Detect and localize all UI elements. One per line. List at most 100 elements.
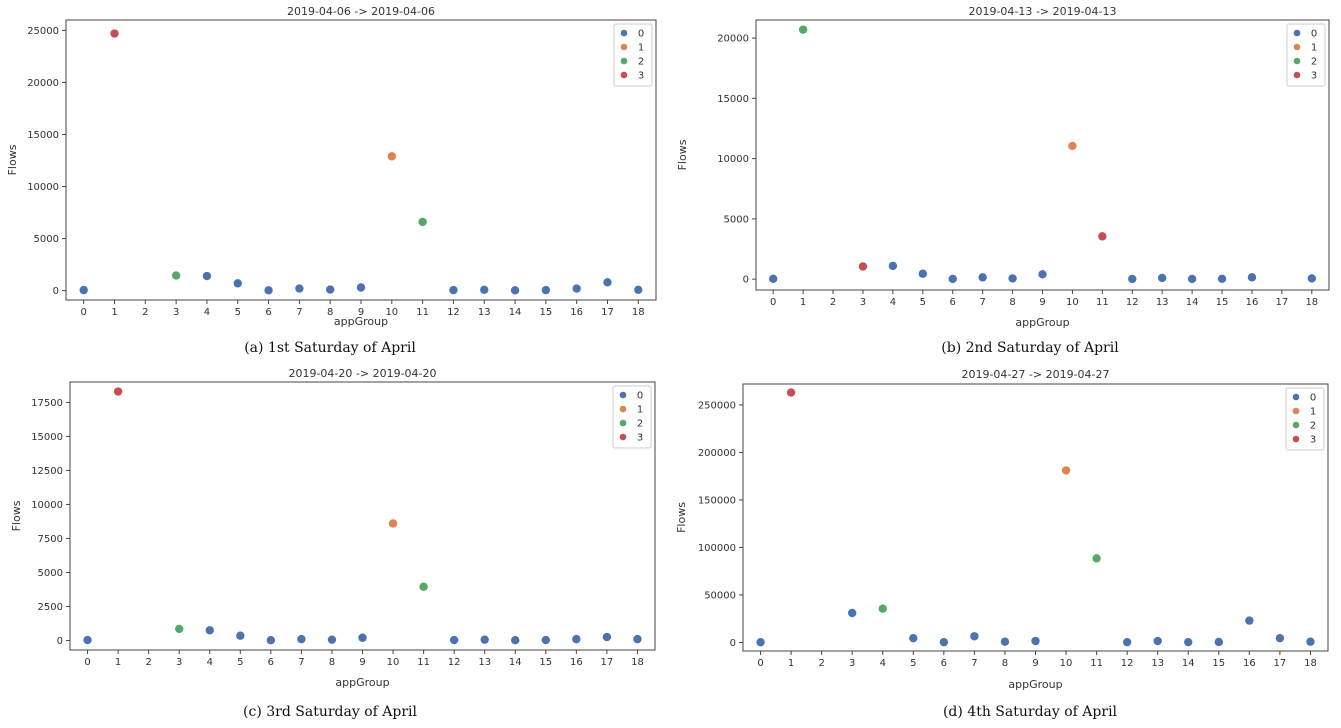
scatter-point bbox=[449, 285, 458, 295]
x-tick-label: 12 bbox=[447, 307, 460, 318]
panel-a: 2019-04-06 -> 2019-04-06 0 1 2 3 4 5 6 7 8 9 10 11 12… bbox=[0, 0, 660, 364]
panel-b: 2019-04-13 -> 2019-04-13 0 1 2 3 4 5 6 7 8 9 10 11 12… bbox=[670, 0, 1341, 364]
x-axis-label: appGroup bbox=[335, 676, 389, 689]
y-tick-label: 50000 bbox=[704, 590, 736, 601]
x-tick-label: 7 bbox=[979, 297, 985, 308]
x-tick-label: 8 bbox=[327, 307, 333, 318]
scatter-point bbox=[510, 286, 520, 295]
y-tick-label: 0 bbox=[743, 275, 749, 286]
x-tick-label: 12 bbox=[1126, 297, 1139, 308]
legend-box bbox=[612, 385, 652, 449]
y-axis-label: Flows bbox=[10, 500, 23, 531]
x-tick-label: 3 bbox=[860, 297, 866, 308]
legend-box bbox=[613, 23, 653, 87]
x-tick-label: 17 bbox=[601, 657, 614, 668]
scatter-point bbox=[480, 285, 489, 294]
legend-label: 2 bbox=[638, 57, 644, 68]
x-tick-label: 8 bbox=[1009, 297, 1015, 308]
x-tick-label: 15 bbox=[1212, 658, 1225, 669]
legend-marker bbox=[1292, 407, 1300, 415]
scatter-point bbox=[786, 388, 796, 397]
x-tick-label: 17 bbox=[1274, 658, 1287, 669]
x-tick-label: 14 bbox=[1186, 297, 1199, 308]
scatter-point bbox=[948, 274, 957, 284]
x-tick-label: 2 bbox=[145, 657, 151, 668]
scatter-point bbox=[541, 285, 551, 295]
x-tick-label: 10 bbox=[1060, 658, 1073, 669]
x-tick-label: 9 bbox=[358, 307, 364, 318]
x-tick-label: 11 bbox=[416, 307, 429, 318]
scatter-point bbox=[572, 634, 581, 644]
x-tick-label: 1 bbox=[115, 657, 121, 668]
legend-marker bbox=[619, 419, 627, 427]
scatter-point bbox=[233, 279, 242, 288]
scatter-point bbox=[1061, 466, 1071, 475]
legend-label: 3 bbox=[1310, 435, 1316, 446]
x-tick-label: 12 bbox=[1121, 658, 1134, 669]
x-tick-label: 4 bbox=[890, 297, 896, 308]
x-tick-label: 9 bbox=[1039, 297, 1045, 308]
x-tick-label: 17 bbox=[1276, 297, 1289, 308]
legend-label: 2 bbox=[1311, 57, 1317, 68]
legend-label: 0 bbox=[1311, 29, 1317, 40]
x-tick-label: 14 bbox=[1182, 658, 1195, 669]
scatter-point bbox=[888, 261, 898, 271]
scatter-point bbox=[909, 633, 918, 643]
y-tick-label: 250000 bbox=[698, 400, 736, 411]
x-tick-label: 1 bbox=[788, 658, 794, 669]
y-tick-label: 5000 bbox=[34, 234, 59, 245]
scatter-point bbox=[1031, 636, 1040, 646]
legend-label: 3 bbox=[1311, 71, 1317, 82]
y-tick-label: 150000 bbox=[698, 495, 736, 506]
x-tick-label: 10 bbox=[1066, 297, 1079, 308]
scatter-point bbox=[1184, 637, 1193, 647]
scatter-point bbox=[1122, 637, 1132, 647]
scatter-point bbox=[918, 269, 928, 278]
scatter-point bbox=[171, 271, 181, 280]
scatter-point bbox=[113, 387, 123, 396]
caption-b: (b) 2nd Saturday of April bbox=[941, 340, 1119, 356]
scatter-point bbox=[756, 637, 765, 647]
y-axis-label: Flows bbox=[676, 139, 689, 170]
plot-frame bbox=[69, 381, 656, 651]
scatter-point bbox=[798, 25, 808, 34]
scatter-point bbox=[1008, 274, 1017, 283]
scatter-point bbox=[603, 278, 612, 287]
legend-marker bbox=[620, 29, 628, 37]
legend-label: 0 bbox=[637, 391, 643, 402]
x-tick-label: 14 bbox=[509, 307, 522, 318]
x-tick-label: 16 bbox=[570, 307, 583, 318]
scatter-point bbox=[858, 262, 868, 271]
x-tick-label: 5 bbox=[910, 658, 916, 669]
x-tick-label: 16 bbox=[1246, 297, 1259, 308]
plot-frame bbox=[742, 383, 1329, 652]
x-tick-label: 9 bbox=[1032, 658, 1038, 669]
x-tick-label: 1 bbox=[111, 307, 117, 318]
scatter-point bbox=[768, 274, 778, 283]
scatter-point bbox=[449, 635, 459, 645]
scatter-point bbox=[848, 608, 857, 618]
x-tick-label: 5 bbox=[237, 657, 243, 668]
legend-label: 2 bbox=[1310, 421, 1316, 432]
scatter-point bbox=[236, 631, 245, 640]
scatter-point bbox=[83, 635, 92, 645]
scatter-point bbox=[1214, 637, 1223, 647]
scatter-point bbox=[356, 283, 366, 292]
x-tick-label: 2 bbox=[818, 658, 824, 669]
x-tick-label: 3 bbox=[176, 657, 182, 668]
scatter-point bbox=[1153, 636, 1162, 646]
x-tick-label: 4 bbox=[880, 658, 886, 669]
scatter-point bbox=[1187, 274, 1197, 284]
scatter-point bbox=[297, 634, 306, 644]
y-tick-label: 15000 bbox=[717, 94, 749, 105]
scatter-point bbox=[266, 636, 276, 645]
scatter-point bbox=[387, 152, 397, 161]
scatter-point bbox=[419, 582, 428, 591]
x-tick-label: 6 bbox=[268, 657, 274, 668]
x-tick-label: 15 bbox=[539, 307, 552, 318]
x-tick-label: 13 bbox=[1156, 297, 1169, 308]
y-tick-label: 100000 bbox=[698, 543, 736, 554]
legend-label: 1 bbox=[638, 43, 644, 54]
scatter-chart-c: 2019-04-20 -> 2019-04-200 1 2 3 4 5 6 7 8 9 10 11 12… bbox=[10, 367, 656, 689]
scatter-point bbox=[1128, 274, 1137, 284]
